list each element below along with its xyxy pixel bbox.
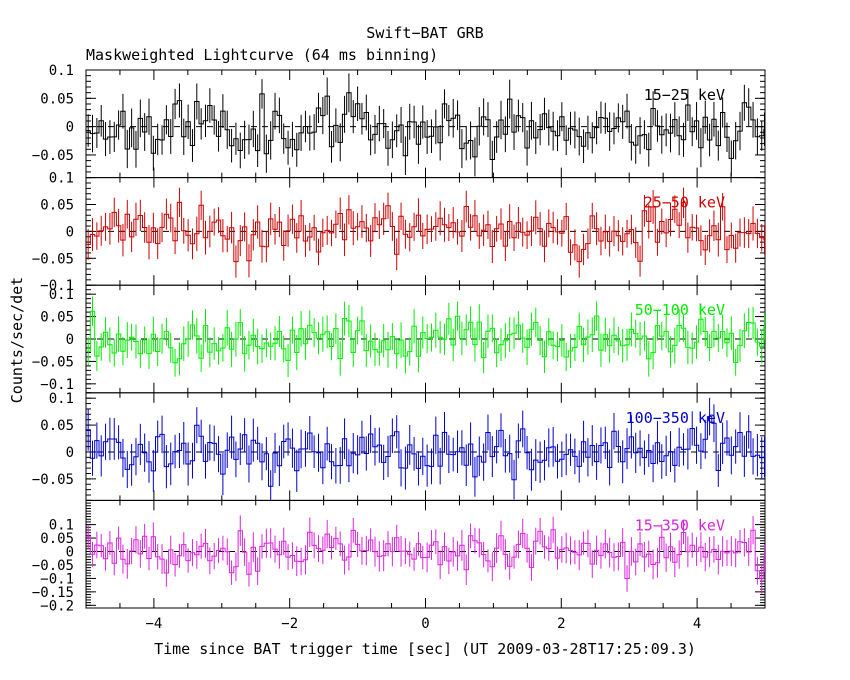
y-tick-label: 0 [66,545,74,561]
series-line [86,92,765,160]
y-tick-label: 0.05 [40,418,74,434]
series-label: 15−25 keV [644,86,725,104]
y-tick-label: 0.05 [40,531,74,547]
y-tick-label: 0.1 [49,171,74,187]
y-tick-label: 0.1 [49,63,74,79]
panel-4: −0.05 0 0.05 0.1 100−350 keV [32,391,766,501]
y-tick-label: 0.1 [49,391,74,407]
panel-1: −0.05 0 0.05 0.1 15−25 keV [32,63,766,179]
y-tick-label: 0 [66,445,74,461]
series-label: 100−350 keV [626,409,725,427]
y-tick-label: 0 [66,332,74,348]
series-label: 15−350 keV [635,516,725,534]
series-label: 25−50 keV [644,194,725,212]
series-line [86,529,765,580]
y-tick-label: −0.05 [32,251,74,267]
series-label: 50−100 keV [635,301,725,319]
y-tick-label: −0.05 [32,558,74,574]
panel-2: −0.1 −0.05 0 0.05 0.1 25−50 keV [32,171,766,294]
chart-title: Swift−BAT GRB [366,24,483,42]
series-line [86,416,765,487]
y-tick-label: −0.1 [40,278,74,294]
y-tick-label: −0.05 [32,472,74,488]
y-tick-label: −0.15 [32,585,74,601]
y-axis-label: Counts/sec/det [8,277,26,403]
y-tick-label: −0.1 [40,571,74,587]
x-tick-label: 4 [693,616,701,632]
x-tick-label: −4 [145,616,162,632]
y-tick-label: −0.05 [32,354,74,370]
x-axis-label: Time since BAT trigger time [sec] (UT 20… [154,640,696,658]
x-tick-label: −2 [281,616,298,632]
series-line [86,201,765,263]
y-tick-label: −0.05 [32,148,74,164]
y-tick-label: 0.1 [49,518,74,534]
chart-subtitle: Maskweighted Lightcurve (64 ms binning) [86,46,438,64]
y-tick-label: −0.1 [40,377,74,393]
y-tick-label: 0.05 [40,91,74,107]
y-tick-label: 0.05 [40,310,74,326]
y-tick-label: 0.05 [40,198,74,214]
panel-3: −0.1 −0.05 0 0.05 0.1 50−100 keV [32,284,766,394]
y-tick-label: 0.1 [49,287,74,303]
y-tick-label: −0.2 [40,598,74,614]
y-tick-label: 0 [66,224,74,240]
x-tick-label: 2 [557,616,565,632]
series-line [86,310,765,364]
y-tick-label: 0 [66,120,74,136]
x-tick-label: 0 [421,616,429,632]
